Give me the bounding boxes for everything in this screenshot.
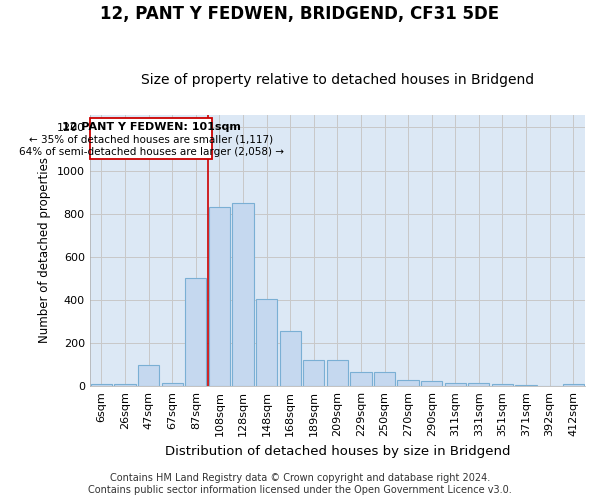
Bar: [374, 372, 395, 386]
Bar: [90, 118, 212, 159]
Bar: [515, 385, 536, 386]
Bar: [421, 381, 442, 386]
X-axis label: Distribution of detached houses by size in Bridgend: Distribution of detached houses by size …: [164, 444, 510, 458]
Bar: [115, 384, 136, 386]
Bar: [468, 383, 490, 386]
Bar: [492, 384, 513, 386]
Bar: [185, 278, 206, 386]
Text: 64% of semi-detached houses are larger (2,058) →: 64% of semi-detached houses are larger (…: [19, 146, 284, 156]
Text: ← 35% of detached houses are smaller (1,117): ← 35% of detached houses are smaller (1,…: [29, 135, 274, 145]
Bar: [138, 364, 159, 386]
Text: Contains HM Land Registry data © Crown copyright and database right 2024.
Contai: Contains HM Land Registry data © Crown c…: [88, 474, 512, 495]
Bar: [91, 384, 112, 386]
Y-axis label: Number of detached properties: Number of detached properties: [38, 158, 51, 344]
Bar: [280, 331, 301, 386]
Bar: [563, 384, 584, 386]
Title: Size of property relative to detached houses in Bridgend: Size of property relative to detached ho…: [141, 73, 534, 87]
Text: 12 PANT Y FEDWEN: 101sqm: 12 PANT Y FEDWEN: 101sqm: [62, 122, 241, 132]
Bar: [256, 299, 277, 386]
Bar: [445, 383, 466, 386]
Text: 12, PANT Y FEDWEN, BRIDGEND, CF31 5DE: 12, PANT Y FEDWEN, BRIDGEND, CF31 5DE: [100, 5, 500, 23]
Bar: [232, 203, 254, 386]
Bar: [397, 380, 419, 386]
Bar: [209, 208, 230, 386]
Bar: [303, 360, 325, 386]
Bar: [350, 372, 371, 386]
Bar: [327, 360, 348, 386]
Bar: [161, 383, 183, 386]
